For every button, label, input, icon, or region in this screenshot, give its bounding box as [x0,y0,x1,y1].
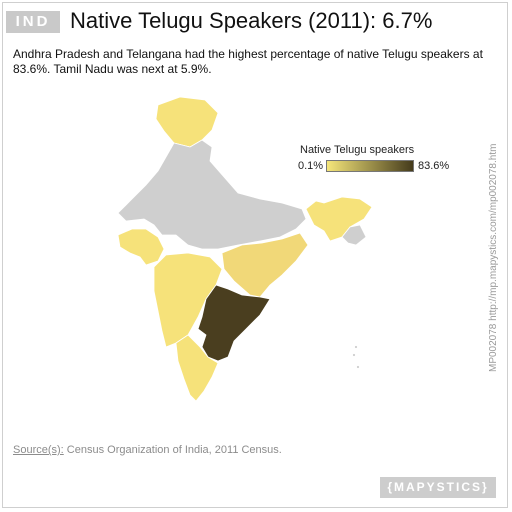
legend-gradient-bar [326,160,414,172]
legend-min-label: 0.1% [298,160,324,172]
map-subtitle: Andhra Pradesh and Telangana had the hig… [13,47,483,76]
map-title: Native Telugu Speakers (2011): 6.7% [70,8,433,33]
region-north-central [117,139,307,250]
legend-max-label: 83.6% [418,160,450,172]
region-andaman-3 [356,365,360,369]
mapystics-logo: {MAPYSTICS} [380,477,496,498]
region-andhra-telangana [197,284,271,362]
map-id-url: MP002078 http://mp.mapystics.com/mp00207… [488,143,499,372]
region-northeast [305,196,373,242]
region-maharashtra-karnataka [153,252,223,348]
legend-title: Native Telugu speakers [300,144,415,156]
region-south [175,334,219,402]
region-east-central [221,232,309,298]
source-label: Source(s): [13,444,64,456]
country-code-badge: IND [6,11,60,33]
india-map [117,96,373,402]
region-gujarat [117,228,165,266]
source-line: Source(s): Census Organization of India,… [13,444,282,456]
region-jammu-kashmir [155,96,219,148]
region-andaman-1 [354,345,358,349]
source-text: Census Organization of India, 2011 Censu… [63,444,282,456]
region-northeast-gray [341,224,367,246]
region-andaman-2 [352,353,356,357]
